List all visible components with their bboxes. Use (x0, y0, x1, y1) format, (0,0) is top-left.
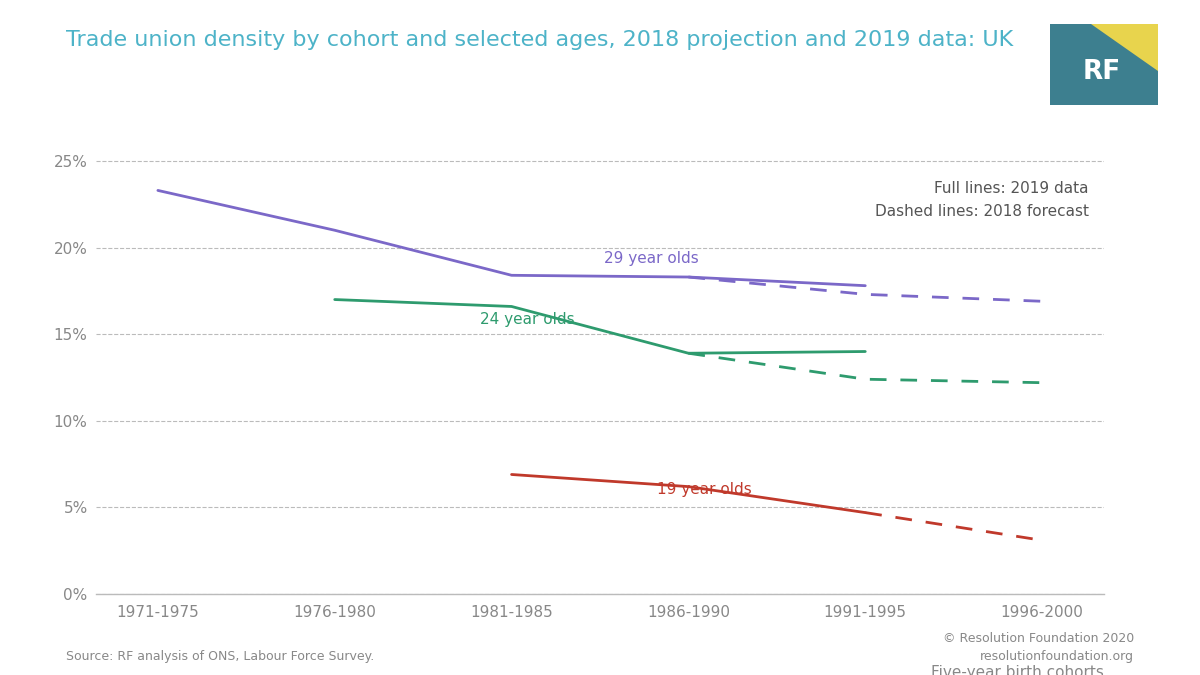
Polygon shape (1091, 24, 1158, 71)
FancyBboxPatch shape (1050, 24, 1158, 105)
Text: Full lines: 2019 data
Dashed lines: 2018 forecast: Full lines: 2019 data Dashed lines: 2018… (875, 181, 1088, 219)
Text: Source: RF analysis of ONS, Labour Force Survey.: Source: RF analysis of ONS, Labour Force… (66, 650, 374, 663)
Text: RF: RF (1082, 59, 1121, 85)
Text: 24 year olds: 24 year olds (480, 313, 575, 327)
Text: Five-year birth cohorts: Five-year birth cohorts (931, 665, 1104, 675)
Text: 19 year olds: 19 year olds (656, 482, 751, 497)
Text: © Resolution Foundation 2020
resolutionfoundation.org: © Resolution Foundation 2020 resolutionf… (943, 632, 1134, 663)
Text: Trade union density by cohort and selected ages, 2018 projection and 2019 data: : Trade union density by cohort and select… (66, 30, 1013, 51)
Text: 29 year olds: 29 year olds (604, 251, 698, 266)
